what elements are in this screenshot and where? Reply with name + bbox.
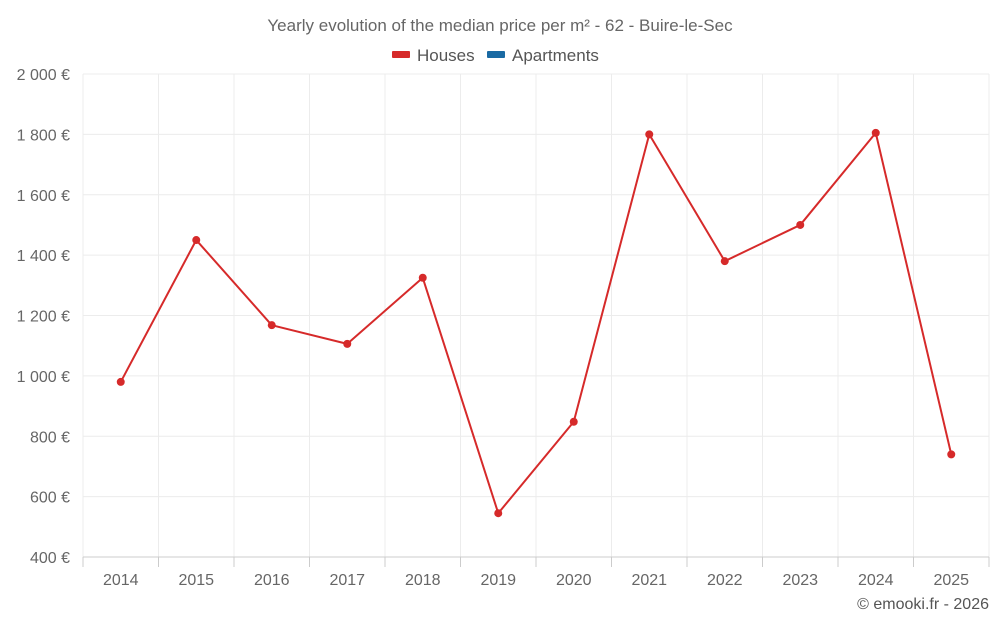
data-point-houses-2024[interactable] [871, 128, 880, 137]
data-point-houses-2019[interactable] [494, 509, 503, 518]
data-point-houses-2017[interactable] [343, 339, 352, 348]
chart-title: Yearly evolution of the median price per… [267, 16, 733, 35]
y-tick-label: 1 000 € [17, 369, 70, 386]
x-tick-label: 2019 [480, 572, 516, 589]
legend-item-houses[interactable]: Houses [392, 46, 475, 65]
x-tick-label: 2016 [254, 572, 290, 589]
legend: Houses Apartments [392, 46, 599, 65]
y-tick-labels: 400 € 600 € 800 € 1 000 € 1 200 € 1 400 € 1 60… [17, 67, 70, 567]
data-point-houses-2022[interactable] [720, 257, 729, 266]
legend-label-houses: Houses [417, 46, 475, 65]
data-point-houses-2016[interactable] [267, 321, 276, 330]
x-tick-label: 2020 [556, 572, 592, 589]
y-tick-label: 2 000 € [17, 67, 70, 84]
legend-swatch-apartments [487, 51, 505, 58]
grid [82, 73, 990, 557]
x-tick-label: 2017 [329, 572, 365, 589]
x-tick-label: 2024 [858, 572, 894, 589]
y-tick-label: 1 600 € [17, 188, 70, 205]
series-line-houses [119, 131, 953, 515]
x-tick-labels: 2014 2015 2016 2017 2018 2019 2020 2021 2022 2023… [103, 572, 969, 589]
data-point-houses-2021[interactable] [645, 130, 654, 139]
data-point-houses-2025[interactable] [947, 450, 956, 459]
x-tick-label: 2023 [782, 572, 818, 589]
x-tick-label: 2014 [103, 572, 139, 589]
data-point-houses-2018[interactable] [418, 273, 427, 282]
legend-label-apartments: Apartments [512, 46, 599, 65]
y-tick-label: 1 200 € [17, 309, 70, 326]
x-tick-label: 2015 [178, 572, 214, 589]
data-point-houses-2014[interactable] [116, 377, 125, 386]
data-point-houses-2023[interactable] [796, 220, 805, 229]
y-tick-label: 800 € [30, 429, 70, 446]
axes [82, 556, 990, 567]
y-tick-label: 1 800 € [17, 127, 70, 144]
x-tick-label: 2022 [707, 572, 743, 589]
data-point-houses-2015[interactable] [192, 236, 201, 245]
data-point-houses-2020[interactable] [569, 417, 578, 426]
y-tick-label: 400 € [30, 550, 70, 567]
y-tick-label: 600 € [30, 490, 70, 507]
credit-text: © emooki.fr - 2026 [857, 596, 989, 613]
series [116, 128, 956, 518]
x-tick-label: 2025 [933, 572, 969, 589]
legend-item-apartments[interactable]: Apartments [487, 46, 599, 65]
legend-swatch-houses [392, 51, 410, 58]
x-tick-label: 2021 [631, 572, 667, 589]
x-tick-label: 2018 [405, 572, 441, 589]
y-tick-label: 1 400 € [17, 248, 70, 265]
